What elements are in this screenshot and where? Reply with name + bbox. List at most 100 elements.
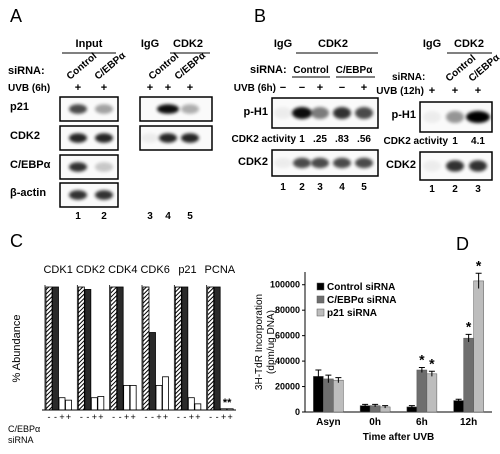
blot-band (333, 157, 351, 169)
category-label: p21 (178, 264, 196, 276)
group-label: IgG (423, 38, 441, 50)
bar (187, 397, 195, 411)
sign-label: + (131, 412, 136, 422)
error-bar (475, 272, 482, 289)
sign-label: - (119, 412, 122, 422)
group-label: CDK2 (173, 38, 203, 50)
row-label: CDK2 (238, 156, 268, 168)
sign-label: + (92, 412, 97, 422)
group-label: CDK2 (318, 38, 348, 50)
bar (90, 397, 98, 411)
row-label: CDK2 (386, 159, 416, 171)
lane-number: 1 (75, 211, 81, 222)
sign-label: + (163, 412, 168, 422)
x-axis-label: C/EBPα (8, 424, 40, 434)
sign-label: + (156, 412, 161, 422)
uvb-sign: − (299, 82, 305, 94)
panel-label: B (254, 6, 266, 26)
lane-number: 4 (165, 211, 171, 222)
error-bar (465, 333, 472, 342)
lane-number: 4 (339, 182, 345, 193)
sign-label: + (228, 412, 233, 422)
lane-number: 2 (299, 182, 305, 193)
blot-band (95, 133, 113, 143)
blot-band (69, 162, 87, 172)
row-label: β-actin (10, 187, 46, 199)
activity-label: CDK2 activity (232, 134, 297, 145)
row-label: p-H1 (392, 109, 416, 121)
sign-label: + (221, 412, 226, 422)
sign-label: + (98, 412, 103, 422)
bar (333, 379, 344, 413)
category-label: CDK2 (76, 264, 105, 276)
y-tick-label: 40000 (275, 356, 300, 366)
bar (116, 286, 124, 411)
sign-label: - (177, 412, 180, 422)
blot-band (333, 107, 351, 119)
lane-number: 2 (101, 211, 107, 222)
legend-label: C/EBPα siRNA (327, 295, 397, 306)
uvb-sign: + (165, 82, 171, 94)
sirna-label: siRNA: (250, 64, 287, 76)
uvb-sign: + (361, 82, 367, 94)
legend-swatch (316, 282, 325, 291)
bar (142, 286, 150, 411)
significance-marker: * (476, 257, 482, 273)
bar (174, 286, 182, 411)
uvb-label: UVB (6h) (8, 83, 50, 94)
sign-label: - (80, 412, 83, 422)
blot-band (95, 190, 113, 200)
blot-band (355, 107, 373, 119)
uvb-sign: − (280, 82, 286, 94)
blot-band (274, 157, 292, 169)
group-label: IgG (274, 38, 292, 50)
x-tick-label: Asyn (316, 417, 340, 428)
y-tick-label: 100000 (270, 280, 300, 290)
bar (52, 286, 59, 411)
blot-band (423, 111, 441, 123)
sign-label: - (151, 412, 154, 422)
panel-label: D (456, 234, 469, 254)
y-axis-label: 3H-TdR Incorporation (254, 294, 265, 390)
sign-label: - (145, 412, 148, 422)
row-label: p-H1 (244, 106, 268, 118)
activity-value: 1 (452, 136, 458, 147)
error-bar (408, 405, 415, 409)
significance-marker: * (466, 318, 472, 334)
bar (207, 286, 215, 411)
bar (453, 400, 464, 413)
lane-number: 3 (475, 184, 481, 195)
bar (129, 384, 137, 411)
blot-band (355, 157, 373, 169)
bar (416, 369, 428, 413)
row-label: p21 (10, 101, 29, 113)
sign-label: - (86, 412, 89, 422)
y-tick-label: 60000 (275, 331, 300, 341)
lane-number: 5 (361, 182, 367, 193)
blot-band (69, 190, 87, 200)
uvb-sign: − (339, 82, 345, 94)
error-bar (382, 405, 389, 409)
blot-band (69, 104, 87, 114)
y-axis-label: (dpm/ug DNA) (266, 310, 277, 374)
legend-label: Control siRNA (327, 282, 395, 293)
blot-band (157, 104, 179, 114)
sign-label: + (189, 412, 194, 422)
blot-band (293, 157, 311, 169)
sirna-label: Control (293, 65, 329, 76)
lane-number: 1 (280, 182, 286, 193)
lane-number: 1 (429, 184, 435, 195)
bar (149, 332, 156, 411)
sign-label: - (209, 412, 212, 422)
blot-band (159, 133, 177, 143)
bar (213, 286, 221, 411)
bar (123, 384, 131, 411)
sign-label: - (54, 412, 57, 422)
sign-label: + (195, 412, 200, 422)
uvb-sign: + (75, 82, 81, 94)
uvb-sign: + (187, 82, 193, 94)
sign-label: + (59, 412, 64, 422)
uvb-sign: + (452, 85, 458, 97)
blot-band (446, 160, 464, 172)
bar (162, 376, 169, 411)
